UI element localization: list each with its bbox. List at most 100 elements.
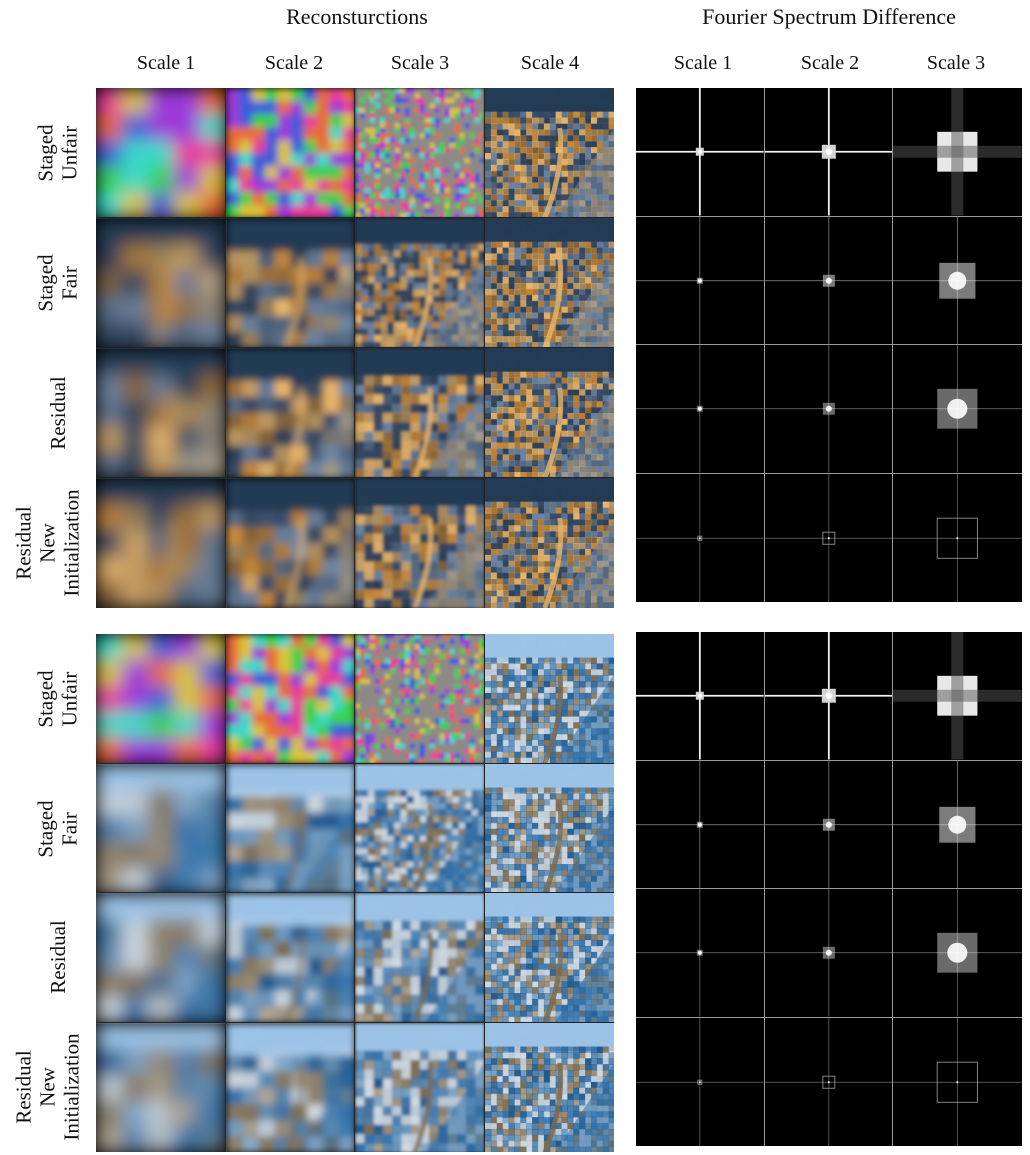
recon-tile-r3-scale-3 <box>354 347 486 479</box>
row-label-residual: Residual <box>46 920 70 994</box>
fourier-spectrum-image <box>636 1017 764 1146</box>
spectrum-tile-r4-scale-2 <box>764 1017 894 1146</box>
fourier-spectrum-image <box>764 88 893 216</box>
reconstruction-grid-night-city <box>96 88 614 608</box>
reconstruction-image <box>96 218 226 348</box>
reconstruction-image <box>96 893 226 1023</box>
fourier-spectrum-image <box>893 88 1022 216</box>
spectrum-grid-night-city <box>636 88 1022 602</box>
reconstruction-image <box>484 348 614 478</box>
recon-tile-r1-scale-3 <box>354 634 486 765</box>
reconstruction-image <box>225 88 355 218</box>
fourier-spectrum-image <box>893 889 1022 1017</box>
spectrum-tile-r4-scale-1 <box>636 473 765 602</box>
row-label-residual-new-initialization: Residual New Initialization <box>12 1033 85 1141</box>
spectrum-tile-r1-scale-2 <box>764 632 894 761</box>
recon-tile-r4-scale-1 <box>96 477 227 608</box>
fourier-spectrum-image <box>636 889 764 1017</box>
spectrum-tile-r3-scale-2 <box>764 345 894 474</box>
recon-tile-r2-scale-4 <box>483 762 614 894</box>
spectrum-grid-coastal-village <box>636 632 1022 1146</box>
recon-tile-r2-scale-3 <box>354 762 486 894</box>
fourier-spectrum-image <box>893 473 1022 602</box>
row-label-staged-unfair: Staged Unfair <box>34 124 82 182</box>
reconstruction-image <box>484 763 614 893</box>
fourier-spectrum-image <box>764 473 893 602</box>
spectrum-tile-r2-scale-2 <box>764 760 894 889</box>
reconstruction-image <box>225 478 355 608</box>
recon-tile-r4-scale-1 <box>96 1021 227 1152</box>
recon-col-scale-4: Scale 4 <box>520 52 580 74</box>
spectrum-tile-r2-scale-3 <box>893 216 1022 345</box>
fourier-spectrum-image <box>636 632 764 760</box>
reconstruction-image <box>355 218 485 348</box>
recon-tile-r3-scale-1 <box>96 347 227 479</box>
recon-tile-r3-scale-1 <box>96 892 227 1024</box>
reconstruction-image <box>225 634 355 764</box>
spectrum-tile-r1-scale-3 <box>893 88 1022 217</box>
reconstruction-image <box>225 348 355 478</box>
spectrum-tile-r4-scale-3 <box>893 1017 1022 1146</box>
fourier-spectrum-image <box>893 345 1022 473</box>
fourier-spectrum-image <box>636 88 764 216</box>
spectrum-tile-r4-scale-3 <box>893 473 1022 602</box>
row-label-residual-new-initialization: Residual New Initialization <box>12 489 85 597</box>
reconstruction-image <box>484 1022 614 1152</box>
reconstruction-image <box>355 478 485 608</box>
reconstruction-image <box>484 88 614 218</box>
spectrum-tile-r3-scale-2 <box>764 889 894 1018</box>
spectrum-col-scale-2: Scale 2 <box>800 52 860 74</box>
fourier-spectrum-image <box>764 889 893 1017</box>
recon-tile-r1-scale-1 <box>96 634 227 765</box>
reconstruction-image <box>355 1022 485 1152</box>
fourier-spectrum-image <box>636 345 764 473</box>
recon-tile-r2-scale-4 <box>483 217 614 349</box>
spectrum-tile-r3-scale-3 <box>893 345 1022 474</box>
reconstruction-image <box>225 763 355 893</box>
spectrum-tile-r2-scale-2 <box>764 216 894 345</box>
reconstruction-image <box>96 763 226 893</box>
recon-tile-r4-scale-2 <box>224 1021 356 1152</box>
fourier-spectrum-image <box>636 216 764 344</box>
recon-tile-r1-scale-3 <box>354 88 486 219</box>
reconstruction-image <box>355 88 485 218</box>
row-label-staged-fair: Staged Fair <box>34 800 82 858</box>
spectrum-tile-r1-scale-1 <box>636 88 765 217</box>
fourier-spectrum-image <box>893 1017 1022 1146</box>
recon-tile-r2-scale-1 <box>96 762 227 894</box>
row-label-residual: Residual <box>46 376 70 450</box>
recon-col-scale-1: Scale 1 <box>136 52 196 74</box>
reconstruction-image <box>484 478 614 608</box>
reconstruction-image <box>355 634 485 764</box>
recon-col-scale-2: Scale 2 <box>264 52 324 74</box>
recon-tile-r4-scale-3 <box>354 1021 486 1152</box>
recon-tile-r2-scale-2 <box>224 217 356 349</box>
fourier-spectrum-image <box>893 632 1022 760</box>
fourier-spectrum-image <box>764 632 893 760</box>
recon-col-scale-3: Scale 3 <box>390 52 450 74</box>
reconstruction-image <box>484 218 614 348</box>
reconstruction-image <box>225 893 355 1023</box>
recon-tile-r4-scale-3 <box>354 477 486 608</box>
spectrum-tile-r2-scale-1 <box>636 760 765 889</box>
recon-tile-r3-scale-2 <box>224 892 356 1024</box>
recon-tile-r1-scale-2 <box>224 634 356 765</box>
spectrum-tile-r3-scale-3 <box>893 889 1022 1018</box>
reconstruction-image <box>96 88 226 218</box>
recon-tile-r1-scale-1 <box>96 88 227 219</box>
reconstruction-image <box>96 478 226 608</box>
reconstruction-image <box>96 634 226 764</box>
reconstruction-image <box>355 763 485 893</box>
reconstructions-header: Reconsturctions <box>286 4 428 29</box>
recon-tile-r2-scale-3 <box>354 217 486 349</box>
reconstruction-image <box>225 1022 355 1152</box>
fourier-spectrum-image <box>764 760 893 888</box>
spectrum-col-scale-3: Scale 3 <box>926 52 986 74</box>
recon-tile-r2-scale-2 <box>224 762 356 894</box>
row-label-staged-fair: Staged Fair <box>34 254 82 312</box>
spectrum-tile-r3-scale-1 <box>636 889 765 1018</box>
spectrum-col-scale-1: Scale 1 <box>673 52 733 74</box>
fourier-spectrum-image <box>893 760 1022 888</box>
fourier-spectrum-image <box>764 1017 893 1146</box>
recon-tile-r1-scale-4 <box>483 634 614 765</box>
